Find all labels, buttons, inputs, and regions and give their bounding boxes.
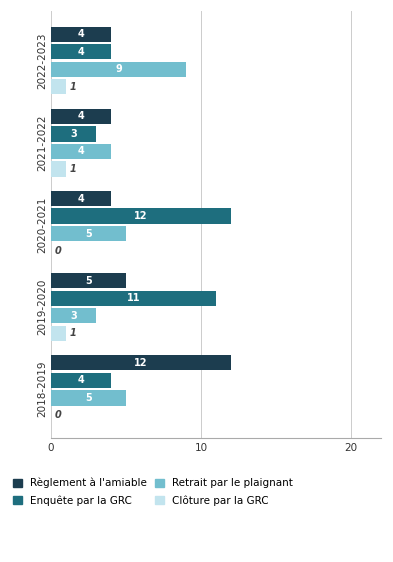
Bar (51, 108, 111, 124)
Bar (51, 209, 231, 224)
Legend: Règlement à l'amiable, Enquête par la GRC, Retrait par le plaignant, Clôture par: Règlement à l'amiable, Enquête par la GR… (13, 478, 293, 506)
Text: 4: 4 (78, 193, 84, 203)
Bar (51, 62, 186, 77)
Text: 11: 11 (127, 293, 140, 303)
Text: 0: 0 (55, 410, 62, 420)
Text: 3: 3 (70, 311, 77, 321)
Text: 5: 5 (85, 275, 92, 285)
Bar (51, 226, 126, 241)
Text: 4: 4 (78, 29, 84, 39)
Bar (51, 273, 126, 288)
Bar (51, 308, 96, 323)
Text: 1: 1 (70, 82, 77, 92)
Text: 12: 12 (134, 358, 148, 368)
Bar (51, 44, 111, 60)
Text: 9: 9 (115, 64, 122, 74)
Text: 4: 4 (78, 47, 84, 57)
Bar (51, 79, 66, 94)
Bar (51, 26, 111, 42)
Text: 1: 1 (70, 328, 77, 338)
Text: 12: 12 (134, 211, 148, 221)
Bar (51, 291, 216, 306)
Bar (51, 390, 126, 406)
Bar (51, 144, 111, 159)
Bar (51, 355, 231, 370)
Text: 4: 4 (78, 147, 84, 156)
Text: 5: 5 (85, 393, 92, 403)
Bar (51, 325, 66, 341)
Text: 4: 4 (78, 375, 84, 386)
Text: 4: 4 (78, 111, 84, 121)
Bar (51, 126, 96, 142)
Text: 0: 0 (55, 246, 62, 256)
Bar (51, 191, 111, 206)
Text: 1: 1 (70, 164, 77, 174)
Bar (51, 373, 111, 388)
Text: 3: 3 (70, 129, 77, 139)
Text: 5: 5 (85, 229, 92, 238)
Bar (51, 161, 66, 176)
